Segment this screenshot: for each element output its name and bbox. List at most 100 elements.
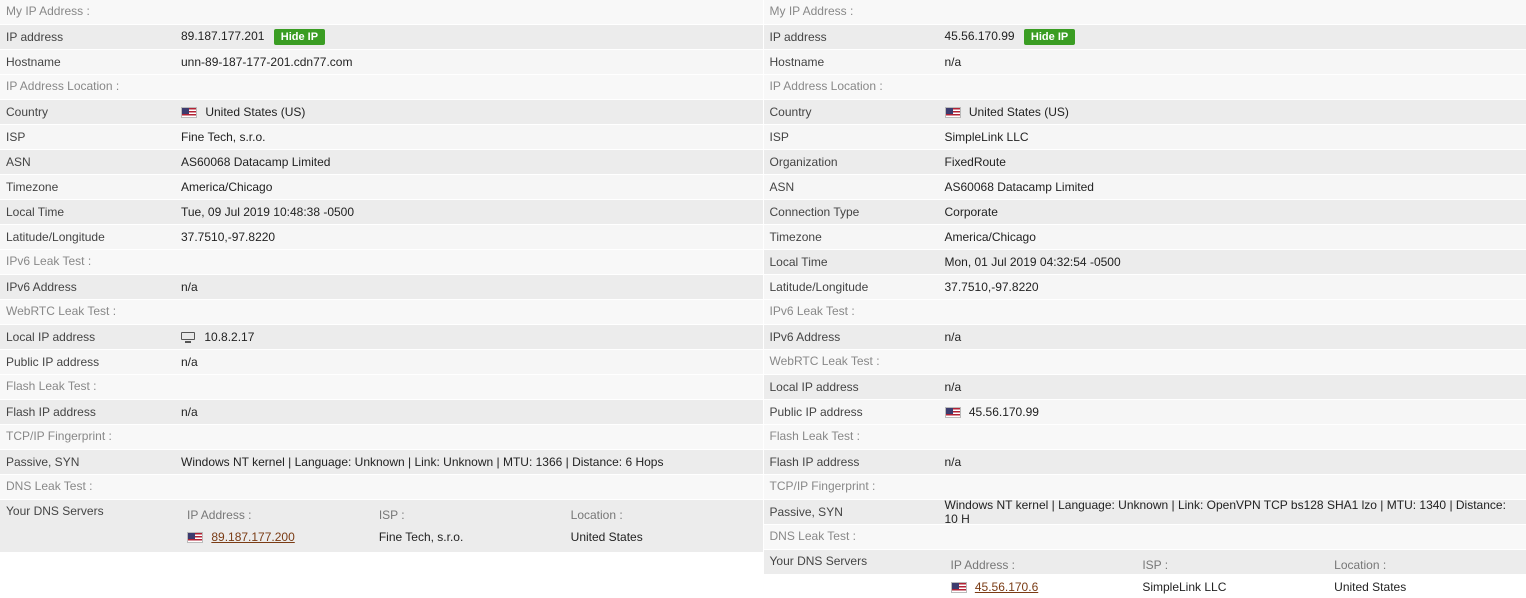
value-ip-address: 45.56.170.99 Hide IP	[945, 29, 1521, 45]
label-asn: ASN	[770, 180, 945, 194]
section-my-ip: My IP Address :	[764, 0, 1526, 25]
us-flag-icon	[181, 107, 197, 118]
row-hostname: Hostname unn-89-187-177-201.cdn77.com	[0, 50, 763, 75]
dns-ip-link[interactable]: 45.56.170.6	[975, 580, 1038, 594]
row-ipv6-address: IPv6 Address n/a	[0, 275, 763, 300]
row-local-ip: Local IP address n/a	[764, 375, 1526, 400]
label-flash-ip: Flash IP address	[6, 405, 181, 419]
dns-table: IP Address : ISP : Location : 45.56.170.…	[945, 554, 1521, 598]
value-flash-ip: n/a	[181, 405, 757, 419]
dns-header-location: Location :	[565, 504, 757, 526]
label-timezone: Timezone	[770, 230, 945, 244]
section-flash: Flash Leak Test :	[0, 375, 763, 400]
value-public-ip: 45.56.170.99	[945, 405, 1521, 419]
row-ipv6-address: IPv6 Address n/a	[764, 325, 1526, 350]
row-country: Country United States (US)	[0, 100, 763, 125]
row-dns: Your DNS Servers IP Address : ISP : Loca…	[0, 500, 763, 553]
label-local-ip: Local IP address	[770, 380, 945, 394]
label-latlon: Latitude/Longitude	[770, 280, 945, 294]
value-flash-ip: n/a	[945, 455, 1521, 469]
value-hostname: n/a	[945, 55, 1521, 69]
value-passive: Windows NT kernel | Language: Unknown | …	[945, 498, 1521, 526]
label-public-ip: Public IP address	[6, 355, 181, 369]
section-location: IP Address Location :	[0, 75, 763, 100]
row-public-ip: Public IP address 45.56.170.99	[764, 400, 1526, 425]
label-local-ip: Local IP address	[6, 330, 181, 344]
country-text: United States (US)	[969, 105, 1069, 119]
label-ipv6-address: IPv6 Address	[6, 280, 181, 294]
label-passive: Passive, SYN	[6, 455, 181, 469]
value-ip-address: 89.187.177.201 Hide IP	[181, 29, 757, 45]
section-ipv6: IPv6 Leak Test :	[764, 300, 1526, 325]
label-public-ip: Public IP address	[770, 405, 945, 419]
value-conn-type: Corporate	[945, 205, 1521, 219]
label-dns-servers: Your DNS Servers	[6, 504, 181, 518]
row-ip-address: IP address 45.56.170.99 Hide IP	[764, 25, 1526, 50]
dns-header-isp: ISP :	[1136, 554, 1328, 576]
value-latlon: 37.7510,-97.8220	[181, 230, 757, 244]
value-organization: FixedRoute	[945, 155, 1521, 169]
ip-address-text: 45.56.170.99	[945, 29, 1015, 43]
value-timezone: America/Chicago	[181, 180, 757, 194]
label-hostname: Hostname	[770, 55, 945, 69]
dns-cell-location: United States	[1328, 576, 1520, 598]
value-country: United States (US)	[181, 105, 757, 119]
label-latlon: Latitude/Longitude	[6, 230, 181, 244]
dns-cell-location: United States	[565, 526, 757, 548]
label-local-time: Local Time	[6, 205, 181, 219]
value-local-ip: 10.8.2.17	[181, 330, 757, 344]
section-webrtc: WebRTC Leak Test :	[0, 300, 763, 325]
us-flag-icon	[187, 532, 203, 543]
value-latlon: 37.7510,-97.8220	[945, 280, 1521, 294]
label-passive: Passive, SYN	[770, 505, 945, 519]
label-isp: ISP	[6, 130, 181, 144]
label-country: Country	[770, 105, 945, 119]
value-asn: AS60068 Datacamp Limited	[945, 180, 1521, 194]
row-latlon: Latitude/Longitude 37.7510,-97.8220	[0, 225, 763, 250]
value-hostname: unn-89-187-177-201.cdn77.com	[181, 55, 757, 69]
value-ipv6-address: n/a	[945, 330, 1521, 344]
dns-header-row: IP Address : ISP : Location :	[181, 504, 757, 526]
row-timezone: Timezone America/Chicago	[764, 225, 1526, 250]
country-text: United States (US)	[205, 105, 305, 119]
row-flash-ip: Flash IP address n/a	[764, 450, 1526, 475]
row-flash-ip: Flash IP address n/a	[0, 400, 763, 425]
label-timezone: Timezone	[6, 180, 181, 194]
dns-cell-ip: 45.56.170.6	[945, 576, 1137, 598]
label-isp: ISP	[770, 130, 945, 144]
section-location: IP Address Location :	[764, 75, 1526, 100]
dns-header-isp: ISP :	[373, 504, 565, 526]
label-asn: ASN	[6, 155, 181, 169]
monitor-icon	[181, 332, 195, 343]
row-local-time: Local Time Mon, 01 Jul 2019 04:32:54 -05…	[764, 250, 1526, 275]
section-ipv6: IPv6 Leak Test :	[0, 250, 763, 275]
us-flag-icon	[945, 407, 961, 418]
row-isp: ISP SimpleLink LLC	[764, 125, 1526, 150]
section-flash: Flash Leak Test :	[764, 425, 1526, 450]
dns-cell-isp: SimpleLink LLC	[1136, 576, 1328, 598]
value-local-ip: n/a	[945, 380, 1521, 394]
dns-header-location: Location :	[1328, 554, 1520, 576]
row-passive: Passive, SYN Windows NT kernel | Languag…	[764, 500, 1526, 525]
row-local-ip: Local IP address 10.8.2.17	[0, 325, 763, 350]
row-asn: ASN AS60068 Datacamp Limited	[764, 175, 1526, 200]
dns-data-row: 45.56.170.6 SimpleLink LLC United States	[945, 576, 1521, 598]
dns-ip-link[interactable]: 89.187.177.200	[211, 530, 294, 544]
ip-address-text: 89.187.177.201	[181, 29, 264, 43]
value-country: United States (US)	[945, 105, 1521, 119]
row-organization: Organization FixedRoute	[764, 150, 1526, 175]
section-tcp: TCP/IP Fingerprint :	[0, 425, 763, 450]
label-hostname: Hostname	[6, 55, 181, 69]
hide-ip-button[interactable]: Hide IP	[1024, 29, 1075, 45]
value-local-time: Tue, 09 Jul 2019 10:48:38 -0500	[181, 205, 757, 219]
section-tcp: TCP/IP Fingerprint :	[764, 475, 1526, 500]
local-ip-text: 10.8.2.17	[204, 330, 254, 344]
hide-ip-button[interactable]: Hide IP	[274, 29, 325, 45]
row-passive: Passive, SYN Windows NT kernel | Languag…	[0, 450, 763, 475]
us-flag-icon	[951, 582, 967, 593]
value-local-time: Mon, 01 Jul 2019 04:32:54 -0500	[945, 255, 1521, 269]
dns-table: IP Address : ISP : Location : 89.187.177…	[181, 504, 757, 548]
value-isp: SimpleLink LLC	[945, 130, 1521, 144]
label-dns-servers: Your DNS Servers	[770, 554, 945, 568]
value-public-ip: n/a	[181, 355, 757, 369]
